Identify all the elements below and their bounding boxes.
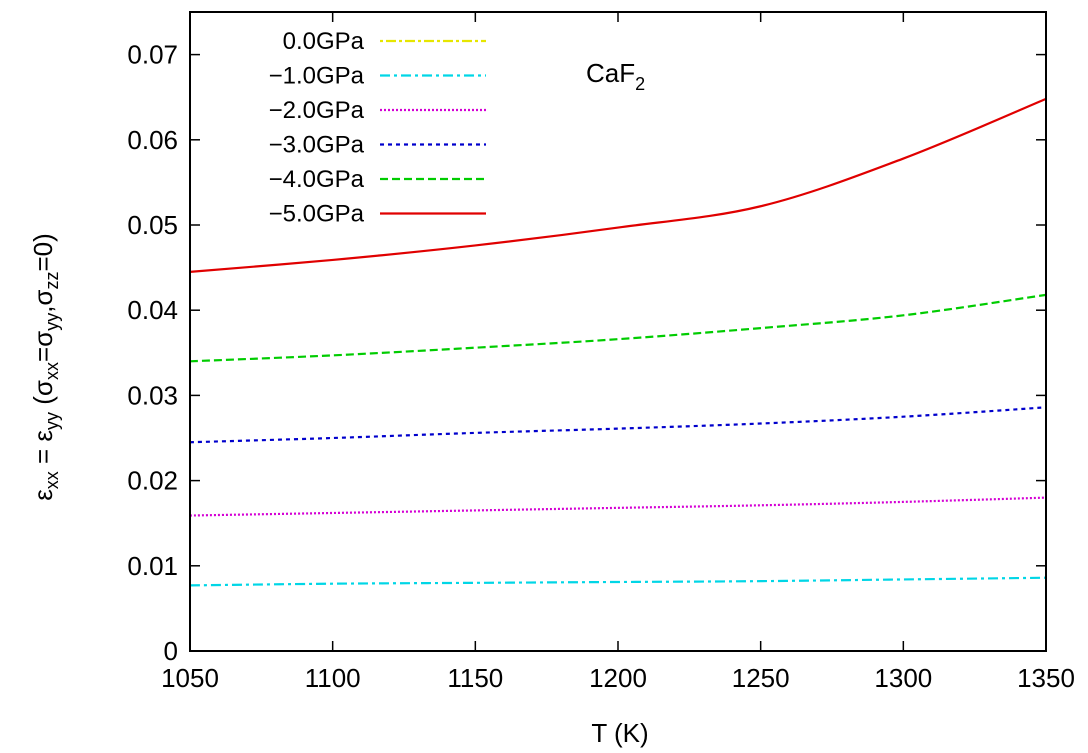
y-tick-label: 0.06 <box>127 125 178 155</box>
x-tick-label: 1100 <box>305 663 361 693</box>
series-layer <box>189 97 1047 587</box>
series-line <box>189 576 1047 587</box>
annotation-subscript: 2 <box>635 74 645 94</box>
y-tick-label: 0.03 <box>127 380 178 410</box>
ticks-layer: 1050 1100 1150 1200 1250 1300 1350 0 0.01 0.02 0.0… <box>127 12 1075 693</box>
annotation-text: CaF <box>586 58 635 88</box>
material-annotation: CaF2 <box>586 58 645 94</box>
y-tick-label: 0 <box>164 636 178 666</box>
series-line <box>189 293 1047 363</box>
x-tick-label: 1200 <box>589 663 647 693</box>
legend-entry-label: −5.0GPa <box>269 201 365 228</box>
x-tick-label: 1350 <box>1017 663 1075 693</box>
y-tick-label: 0.05 <box>127 210 178 240</box>
x-tick-label: 1300 <box>874 663 932 693</box>
legend: 0.0GPa −1.0GPa −2.0GPa −3.0GPa −4.0GPa −5.0GP… <box>269 28 486 228</box>
legend-entry-label: 0.0GPa <box>283 28 365 55</box>
x-axis-label: T (K) <box>591 718 648 748</box>
legend-entry-label: −1.0GPa <box>269 63 365 90</box>
legend-entry-label: −4.0GPa <box>269 166 365 193</box>
series-line <box>189 97 1047 273</box>
legend-entry-label: −3.0GPa <box>269 132 365 159</box>
y-tick-label: 0.04 <box>127 295 178 325</box>
legend-entry-label: −2.0GPa <box>269 97 365 124</box>
y-tick-label: 0.01 <box>127 551 178 581</box>
x-tick-label: 1050 <box>161 663 219 693</box>
y-tick-label: 0.02 <box>127 466 178 496</box>
x-tick-label: 1150 <box>447 663 503 693</box>
y-tick-label: 0.07 <box>127 40 178 70</box>
y-axis-label: εxx = εyy (σxx=σyy,σzz=0) <box>28 233 62 501</box>
series-line <box>189 496 1047 517</box>
series-line <box>189 406 1047 444</box>
x-tick-label: 1250 <box>732 663 790 693</box>
